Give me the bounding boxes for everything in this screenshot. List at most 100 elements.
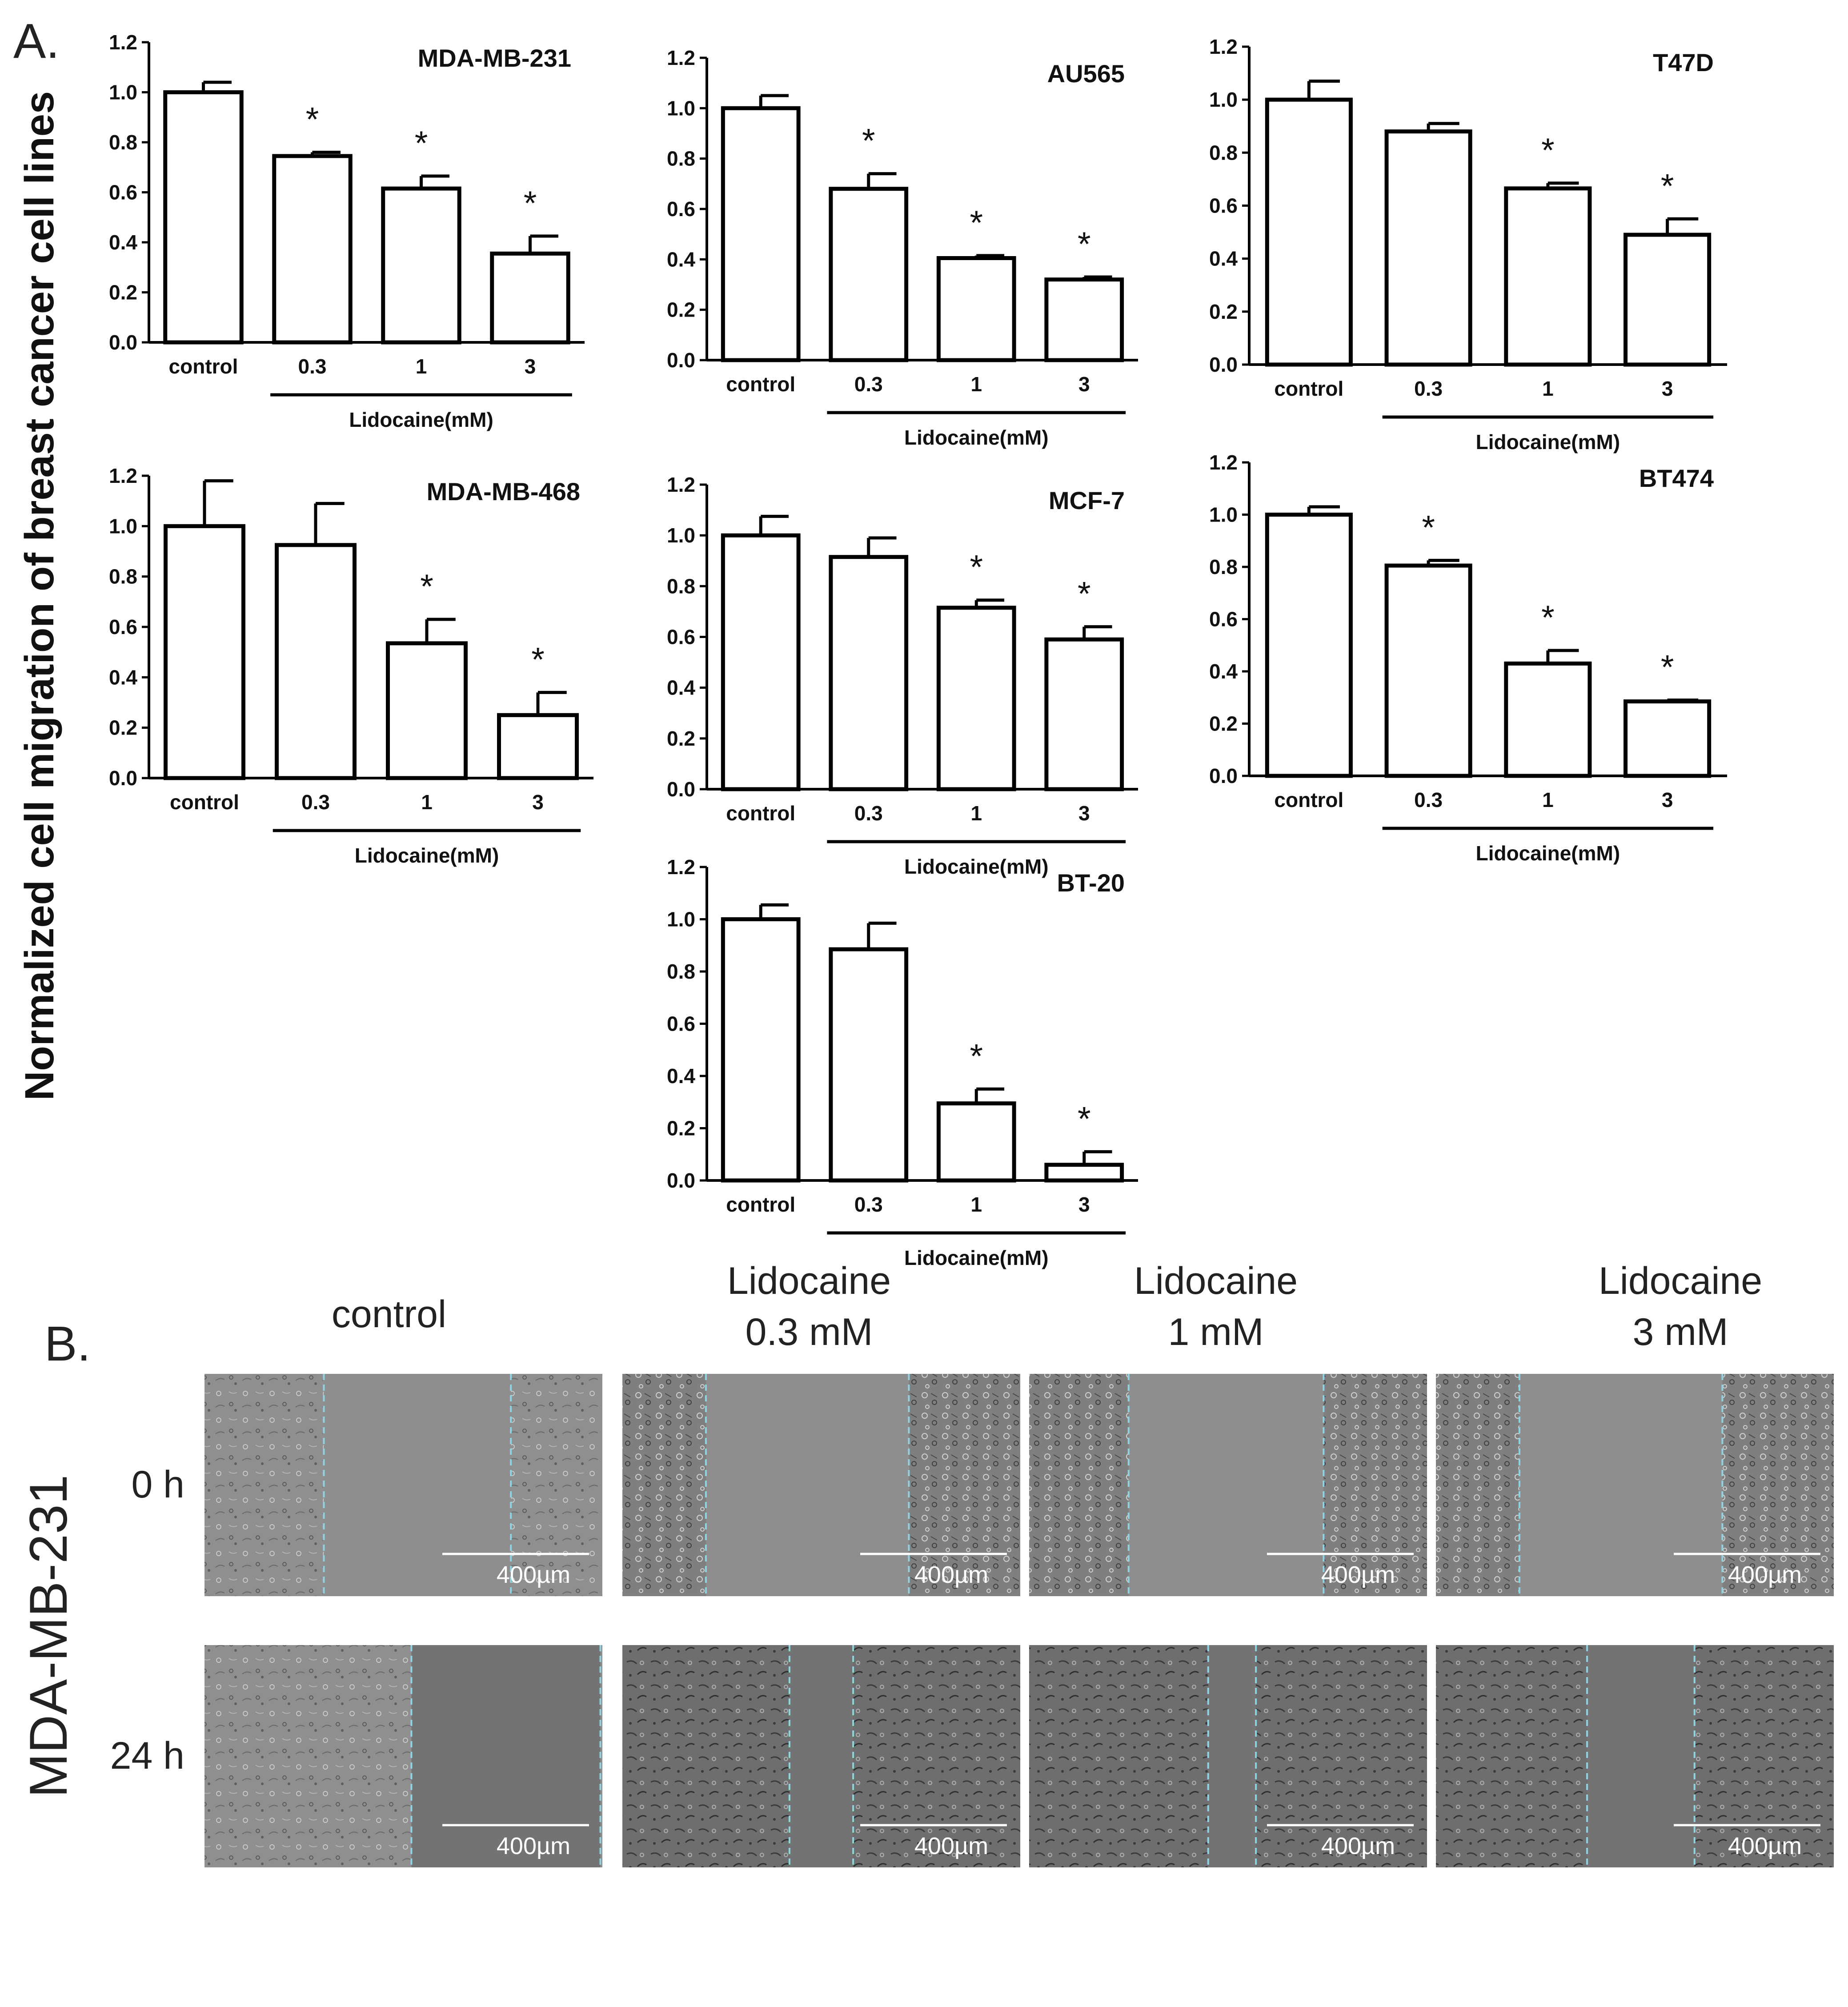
wound-gap (411, 1645, 601, 1867)
bar (721, 106, 801, 362)
y-tick-label: 0.8 (667, 147, 695, 170)
bar (490, 251, 570, 345)
x-tick-label: 0.3 (854, 373, 883, 396)
scale-bar-label: 400µm (1321, 1561, 1395, 1588)
y-tick-label: 0.2 (109, 716, 137, 739)
x-axis-label: Lidocaine(mM) (904, 855, 1049, 878)
significance-star: * (1541, 132, 1555, 169)
chart-title: MDA-MB-231 (418, 44, 571, 72)
significance-star: * (420, 568, 433, 606)
chart-t47d: 0.0 0.2 0.4 0.6 0.8 1.0 1.2 control 0.3 * 1 * 3 Lidoc… (1209, 35, 1727, 454)
x-tick-label: 0.3 (854, 802, 883, 825)
y-tick-label: 1.0 (1209, 503, 1238, 526)
y-tick-label: 0.8 (109, 131, 137, 154)
panel-b-label: B. (44, 1317, 91, 1371)
x-axis-label: Lidocaine(mM) (904, 1246, 1049, 1269)
bar (829, 947, 909, 1183)
bar (1384, 129, 1472, 367)
bar (1265, 513, 1353, 778)
y-tick-label: 0.0 (109, 331, 137, 354)
y-tick-label: 0.6 (1209, 608, 1238, 631)
micrograph-tile: 400µm (1436, 1645, 1834, 1867)
chart-mda-mb-468: 0.0 0.2 0.4 0.6 0.8 1.0 1.2 control 0.3 * 1 * 3 Lidoc… (109, 464, 593, 867)
shared-y-axis-label: Normalized cell migration of breast canc… (17, 91, 62, 1100)
bar (1384, 563, 1472, 778)
column-header-line1: Lidocaine (1599, 1260, 1762, 1302)
y-tick-label: 0.0 (1209, 764, 1238, 787)
bar (497, 713, 579, 780)
y-tick-label: 0.4 (109, 666, 137, 689)
significance-star: * (970, 549, 983, 586)
row-label: 24 h (110, 1734, 184, 1777)
bar (936, 256, 1016, 362)
y-tick-label: 0.6 (667, 1012, 695, 1036)
bar (1044, 637, 1124, 791)
x-tick-label: 0.3 (854, 1193, 883, 1216)
bar (163, 90, 244, 345)
y-tick-label: 0.2 (109, 281, 137, 304)
bar (1624, 699, 1712, 778)
y-tick-label: 0.4 (667, 248, 695, 271)
y-tick-label: 0.4 (1209, 660, 1238, 683)
chart-bt474: 0.0 0.2 0.4 0.6 0.8 1.0 1.2 control * 0.3 * 1 * 3 Lido… (1209, 451, 1727, 865)
x-tick-label: 0.3 (1414, 788, 1443, 811)
significance-star: * (524, 185, 537, 222)
significance-star: * (306, 101, 319, 139)
column-header-line2: 1 mM (1168, 1311, 1264, 1353)
y-tick-label: 0.4 (667, 1064, 695, 1088)
wound-gap (789, 1645, 854, 1867)
bar-charts: 0.0 0.2 0.4 0.6 0.8 1.0 1.2 control * 0.3 * 1 * 3 Lido… (109, 31, 1727, 1269)
significance-star: * (1078, 1100, 1091, 1138)
x-tick-label: control (169, 355, 238, 378)
x-tick-label: control (726, 1193, 795, 1216)
x-axis-label: Lidocaine(mM) (1476, 430, 1620, 454)
y-tick-label: 0.4 (109, 231, 137, 254)
y-tick-label: 0.8 (1209, 141, 1238, 164)
y-tick-label: 1.2 (1209, 451, 1238, 474)
x-tick-label: 1 (421, 791, 433, 814)
cell-line-label: MDA-MB-231 (19, 1475, 78, 1798)
micrograph-tile: 400µm (622, 1645, 1020, 1867)
x-tick-label: 1 (970, 373, 982, 396)
y-tick-label: 0.0 (667, 778, 695, 801)
y-tick-label: 1.0 (1209, 88, 1238, 111)
y-tick-label: 1.2 (667, 46, 695, 69)
y-tick-label: 0.4 (1209, 247, 1238, 270)
x-tick-label: control (1274, 377, 1343, 400)
scale-bar-label: 400µm (914, 1561, 988, 1588)
significance-star: * (1078, 225, 1091, 263)
x-tick-label: control (170, 791, 239, 814)
scale-bar-label: 400µm (1728, 1833, 1802, 1859)
significance-star: * (531, 641, 545, 678)
bar (386, 641, 468, 780)
bar (1044, 277, 1124, 362)
x-tick-label: control (726, 373, 795, 396)
y-tick-label: 0.2 (667, 727, 695, 750)
column-header: control (332, 1293, 446, 1336)
chart-mcf-7: 0.0 0.2 0.4 0.6 0.8 1.0 1.2 control 0.3 * 1 * 3 Lidoc… (667, 473, 1138, 878)
chart-bt-20: 0.0 0.2 0.4 0.6 0.8 1.0 1.2 control 0.3 * 1 * 3 Lidoc… (667, 855, 1138, 1269)
significance-star: * (1661, 167, 1674, 205)
chart-title: MCF-7 (1049, 486, 1125, 514)
scale-bar-label: 400µm (1321, 1833, 1395, 1859)
micrograph-tile: 400µm (1436, 1374, 1834, 1596)
significance-star: * (862, 122, 875, 160)
chart-title: MDA-MB-468 (427, 478, 580, 506)
y-tick-label: 0.6 (667, 197, 695, 221)
y-tick-label: 0.2 (667, 1117, 695, 1140)
y-tick-label: 0.6 (1209, 194, 1238, 217)
y-tick-label: 1.2 (109, 31, 137, 54)
significance-star: * (970, 204, 983, 242)
bar (721, 533, 801, 791)
y-tick-label: 0.0 (667, 1169, 695, 1192)
bar (936, 606, 1016, 791)
column-header-line1: Lidocaine (727, 1260, 891, 1302)
x-tick-label: 1 (416, 355, 427, 378)
chart-au565: 0.0 0.2 0.4 0.6 0.8 1.0 1.2 control * 0.3 * 1 * 3 Lido… (667, 46, 1138, 449)
x-tick-label: 1 (1542, 377, 1554, 400)
x-tick-label: 3 (1078, 1193, 1090, 1216)
significance-star: * (1078, 575, 1091, 613)
y-tick-label: 0.8 (1209, 555, 1238, 578)
